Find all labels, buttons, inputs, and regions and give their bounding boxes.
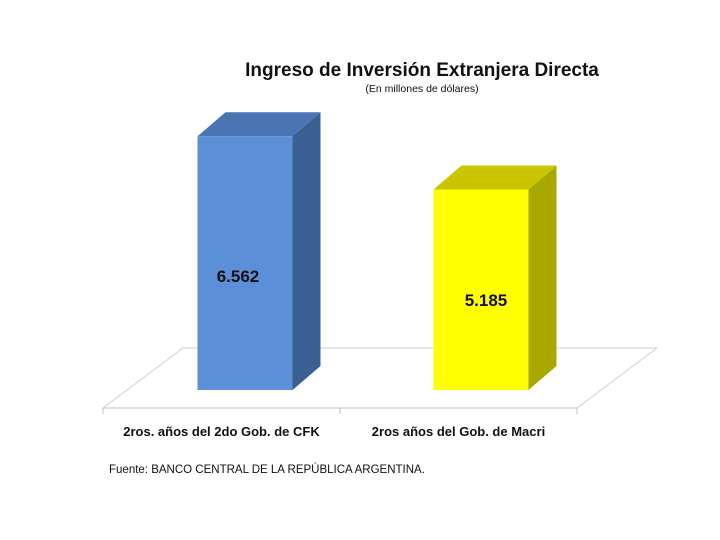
category-label-0: 2ros. años del 2do Gob. de CFK [123, 424, 320, 439]
value-label-0: 6.562 [217, 267, 260, 286]
bars-group [197, 112, 557, 390]
bar-side-0 [292, 112, 321, 390]
category-label-1: 2ros años del Gob. de Macri [372, 424, 545, 439]
bar-top-0 [197, 112, 321, 137]
value-label-1: 5.185 [465, 291, 508, 310]
floor-plane [101, 347, 659, 409]
source-note: Fuente: BANCO CENTRAL DE LA REPÚBLICA AR… [109, 463, 425, 476]
bar-1 [433, 189, 529, 390]
chart-floor [101, 347, 659, 414]
bar-top-1 [433, 165, 557, 190]
bar-0 [197, 136, 293, 390]
chart-title: Ingreso de Inversión Extranjera Directa [245, 60, 599, 81]
chart-subtitle: (En millones de dólares) [365, 83, 478, 95]
bar-side-1 [528, 165, 557, 390]
labels-group: 6.562 2ros. años del 2do Gob. de CFK 5.185… [123, 267, 545, 439]
